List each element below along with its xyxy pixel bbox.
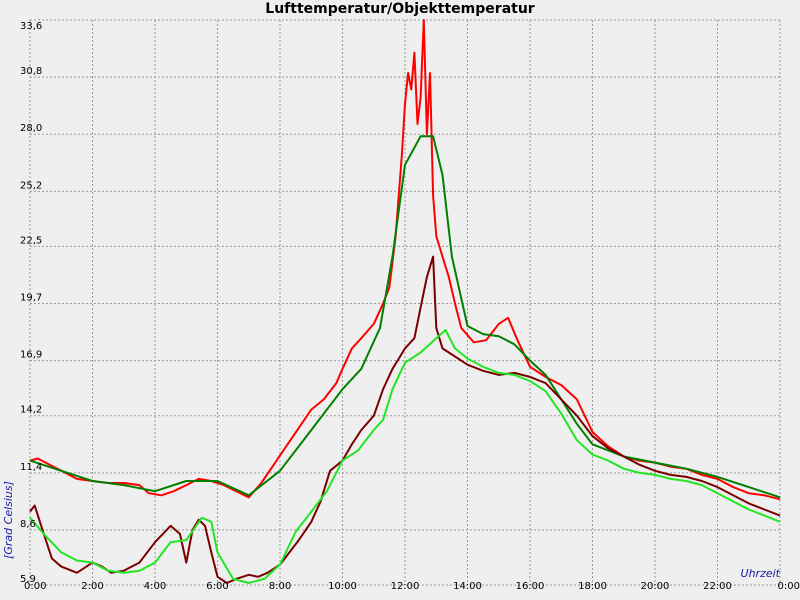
- x-tick-label: 20:00: [641, 581, 670, 592]
- x-tick-label: 16:00: [516, 581, 545, 592]
- y-tick-label: 19,7: [20, 293, 42, 304]
- x-tick-label: 14:00: [453, 581, 482, 592]
- y-tick-label: 25,2: [20, 180, 42, 191]
- y-tick-label: 28,0: [20, 123, 42, 134]
- x-tick-label: 0:00: [24, 581, 46, 592]
- y-axis-label: [Grad Celsius]: [2, 481, 15, 559]
- series-line-3: [29, 255, 781, 584]
- x-axis-label: Uhrzeit: [741, 567, 781, 580]
- grid: [29, 19, 781, 586]
- y-tick-label: 30,8: [20, 66, 42, 77]
- series-group: [29, 19, 781, 584]
- x-tick-label: 4:00: [144, 581, 166, 592]
- x-tick-label: 2:00: [81, 581, 103, 592]
- series-line-2: [29, 135, 781, 499]
- y-tick-label: 11,4: [20, 462, 42, 473]
- x-tick-label: 8:00: [269, 581, 291, 592]
- x-tick-label: 10:00: [328, 581, 357, 592]
- x-tick-label: 12:00: [391, 581, 420, 592]
- y-tick-label: 22,5: [20, 235, 42, 246]
- x-tick-label: 22:00: [703, 581, 732, 592]
- series-line-1: [29, 19, 781, 501]
- chart-title: Lufttemperatur/Objekttemperatur: [265, 1, 535, 17]
- x-tick-label: 0:00: [778, 581, 800, 592]
- x-tick-label: 6:00: [206, 581, 228, 592]
- x-tick-label: 18:00: [578, 581, 607, 592]
- series-line-4: [29, 329, 781, 584]
- tick-labels: 0:00 2:00 4:00 6:00 8:00 10:00 12:00 14:00 16:00…: [20, 21, 800, 592]
- y-tick-label: 5,9: [20, 574, 36, 585]
- y-tick-label: 8,6: [20, 519, 36, 530]
- y-tick-label: 14,2: [20, 405, 42, 416]
- y-tick-label: 33,6: [20, 21, 42, 32]
- y-tick-label: 16,9: [20, 350, 42, 361]
